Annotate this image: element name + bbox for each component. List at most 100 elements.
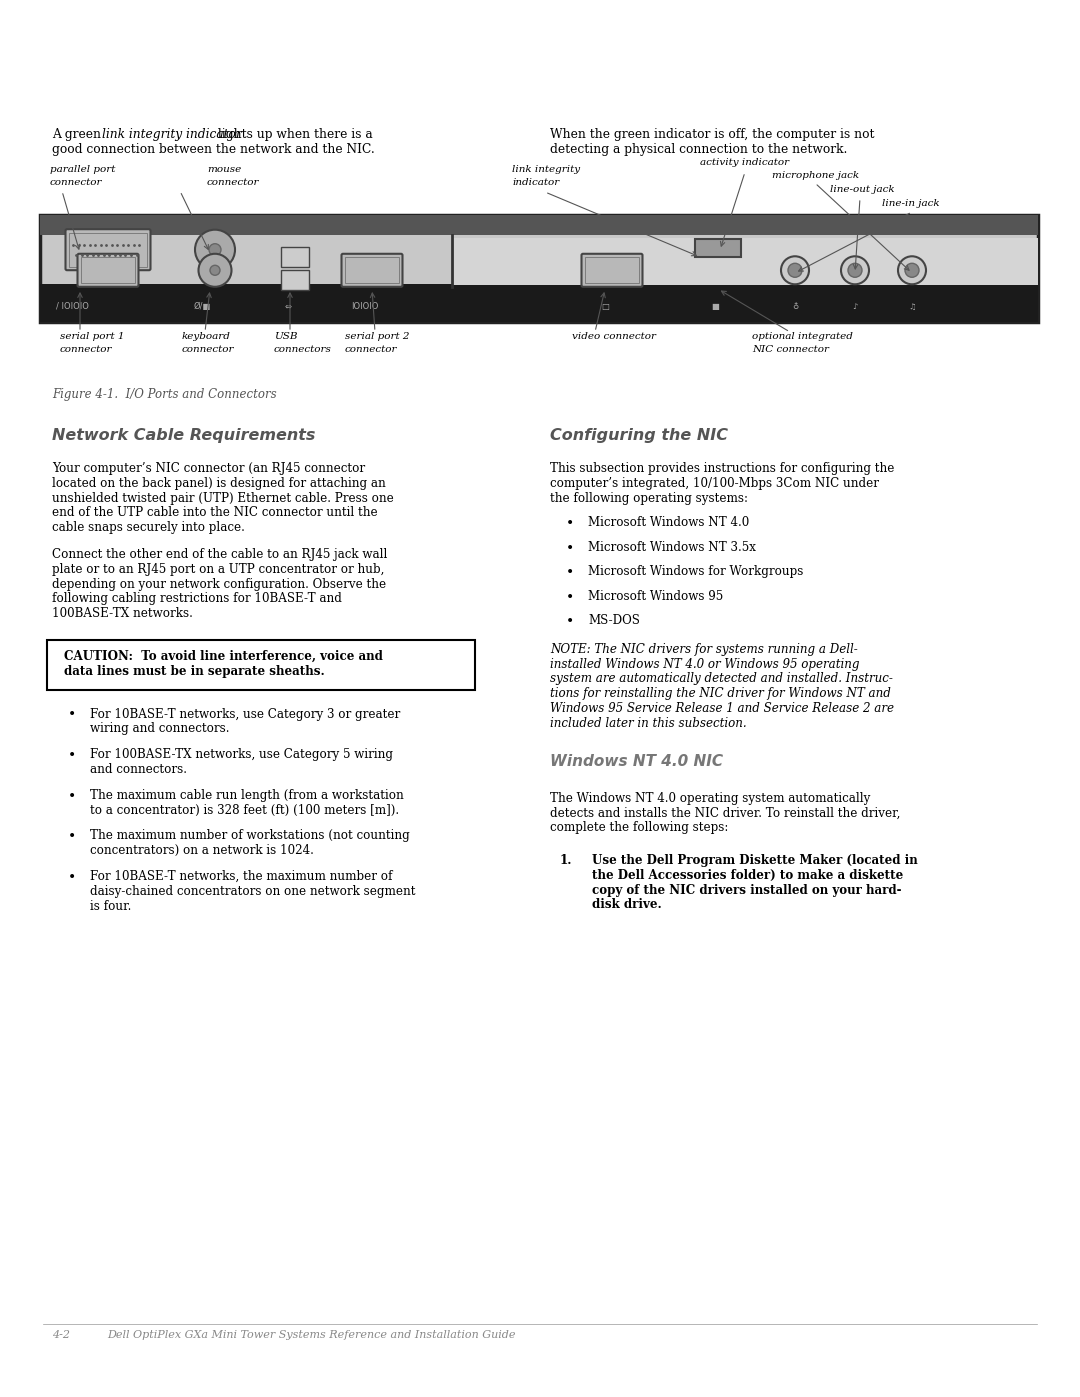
FancyBboxPatch shape <box>581 254 643 286</box>
FancyBboxPatch shape <box>78 254 138 286</box>
Text: Your computer’s NIC connector (an RJ45 connector: Your computer’s NIC connector (an RJ45 c… <box>52 462 365 475</box>
Text: video connector: video connector <box>572 332 656 341</box>
Text: microphone jack: microphone jack <box>772 170 859 180</box>
Text: the Dell Accessories folder) to make a diskette: the Dell Accessories folder) to make a d… <box>592 869 903 882</box>
Circle shape <box>781 256 809 284</box>
Text: connector: connector <box>60 345 112 353</box>
Text: Configuring the NIC: Configuring the NIC <box>550 427 728 443</box>
Text: Dell OptiPlex GXa Mini Tower Systems Reference and Installation Guide: Dell OptiPlex GXa Mini Tower Systems Ref… <box>107 1330 515 1340</box>
Text: NIC connector: NIC connector <box>752 345 829 353</box>
Text: serial port 1: serial port 1 <box>60 332 124 341</box>
Text: Figure 4-1.  I/O Ports and Connectors: Figure 4-1. I/O Ports and Connectors <box>52 388 276 401</box>
Text: •: • <box>566 591 575 605</box>
Text: NOTE: The NIC drivers for systems running a Dell-: NOTE: The NIC drivers for systems runnin… <box>550 643 858 657</box>
Text: •: • <box>566 615 575 629</box>
Text: □: □ <box>602 302 609 310</box>
Text: detecting a physical connection to the network.: detecting a physical connection to the n… <box>550 142 848 156</box>
Text: For 10BASE-T networks, the maximum number of: For 10BASE-T networks, the maximum numbe… <box>90 870 392 883</box>
FancyBboxPatch shape <box>341 254 403 286</box>
Text: good connection between the network and the NIC.: good connection between the network and … <box>52 142 375 156</box>
Text: ♫: ♫ <box>908 302 916 310</box>
Text: Ø/■: Ø/■ <box>193 302 211 310</box>
Text: located on the back panel) is designed for attaching an: located on the back panel) is designed f… <box>52 476 386 490</box>
FancyBboxPatch shape <box>69 233 147 267</box>
Text: USB: USB <box>274 332 297 341</box>
FancyBboxPatch shape <box>696 239 741 257</box>
Text: link integrity: link integrity <box>512 165 580 175</box>
Text: mouse: mouse <box>207 165 241 175</box>
Text: unshielded twisted pair (UTP) Ethernet cable. Press one: unshielded twisted pair (UTP) Ethernet c… <box>52 492 394 504</box>
Text: The maximum number of workstations (not counting: The maximum number of workstations (not … <box>90 830 409 842</box>
Text: Network Cable Requirements: Network Cable Requirements <box>52 427 315 443</box>
Text: •: • <box>566 542 575 556</box>
Text: •: • <box>68 870 77 884</box>
Text: Windows NT 4.0 NIC: Windows NT 4.0 NIC <box>550 754 724 768</box>
Text: computer’s integrated, 10/100-Mbps 3Com NIC under: computer’s integrated, 10/100-Mbps 3Com … <box>550 476 879 490</box>
Text: connector: connector <box>50 177 103 187</box>
Text: following cabling restrictions for 10BASE-T and: following cabling restrictions for 10BAS… <box>52 592 342 605</box>
Text: Microsoft Windows NT 4.0: Microsoft Windows NT 4.0 <box>588 517 750 529</box>
FancyBboxPatch shape <box>40 215 1038 235</box>
FancyBboxPatch shape <box>345 257 399 284</box>
Text: / IOIOIO: / IOIOIO <box>55 302 89 310</box>
Circle shape <box>195 229 235 270</box>
Text: system are automatically detected and installed. Instruc-: system are automatically detected and in… <box>550 672 893 686</box>
Circle shape <box>905 263 919 277</box>
Text: CAUTION:  To avoid line interference, voice and: CAUTION: To avoid line interference, voi… <box>64 650 383 664</box>
FancyBboxPatch shape <box>81 257 135 284</box>
Circle shape <box>897 256 926 284</box>
Text: the following operating systems:: the following operating systems: <box>550 492 748 504</box>
FancyBboxPatch shape <box>453 237 1038 285</box>
Text: optional integrated: optional integrated <box>752 332 853 341</box>
Text: included later in this subsection.: included later in this subsection. <box>550 717 746 729</box>
Circle shape <box>199 254 231 286</box>
FancyBboxPatch shape <box>40 215 1038 321</box>
Text: The maximum cable run length (from a workstation: The maximum cable run length (from a wor… <box>90 789 404 802</box>
FancyBboxPatch shape <box>40 284 1038 321</box>
Circle shape <box>841 256 869 284</box>
Text: concentrators) on a network is 1024.: concentrators) on a network is 1024. <box>90 844 314 858</box>
Circle shape <box>848 263 862 277</box>
Text: 4-2: 4-2 <box>52 1330 70 1340</box>
Text: For 100BASE-TX networks, use Category 5 wiring: For 100BASE-TX networks, use Category 5 … <box>90 749 393 761</box>
Text: tions for reinstalling the NIC driver for Windows NT and: tions for reinstalling the NIC driver fo… <box>550 687 891 700</box>
FancyBboxPatch shape <box>281 247 309 267</box>
Text: •: • <box>566 566 575 580</box>
Text: When the green indicator is off, the computer is not: When the green indicator is off, the com… <box>550 129 875 141</box>
Text: detects and installs the NIC driver. To reinstall the driver,: detects and installs the NIC driver. To … <box>550 806 901 820</box>
Text: cable snaps securely into place.: cable snaps securely into place. <box>52 521 245 534</box>
Text: and connectors.: and connectors. <box>90 763 187 775</box>
FancyBboxPatch shape <box>281 270 309 291</box>
Text: The Windows NT 4.0 operating system automatically: The Windows NT 4.0 operating system auto… <box>550 792 870 805</box>
Text: •: • <box>68 789 77 803</box>
Text: depending on your network configuration. Observe the: depending on your network configuration.… <box>52 577 387 591</box>
Text: Use the Dell Program Diskette Maker (located in: Use the Dell Program Diskette Maker (loc… <box>592 854 918 868</box>
Text: Windows 95 Service Release 1 and Service Release 2 are: Windows 95 Service Release 1 and Service… <box>550 703 894 715</box>
Text: Microsoft Windows 95: Microsoft Windows 95 <box>588 590 724 604</box>
Text: installed Windows NT 4.0 or Windows 95 operating: installed Windows NT 4.0 or Windows 95 o… <box>550 658 860 671</box>
Text: IOIOIO: IOIOIO <box>351 302 379 310</box>
Text: data lines must be in separate sheaths.: data lines must be in separate sheaths. <box>64 665 325 678</box>
Text: MS-DOS: MS-DOS <box>588 615 639 627</box>
Text: Connect the other end of the cable to an RJ45 jack wall: Connect the other end of the cable to an… <box>52 548 388 562</box>
Circle shape <box>210 243 221 256</box>
Text: serial port 2: serial port 2 <box>345 332 409 341</box>
Text: •: • <box>68 830 77 844</box>
Text: This subsection provides instructions for configuring the: This subsection provides instructions fo… <box>550 462 894 475</box>
Text: disk drive.: disk drive. <box>592 898 662 911</box>
FancyBboxPatch shape <box>48 640 475 690</box>
Text: ⇔: ⇔ <box>284 302 292 310</box>
Text: Microsoft Windows for Workgroups: Microsoft Windows for Workgroups <box>588 566 804 578</box>
Text: end of the UTP cable into the NIC connector until the: end of the UTP cable into the NIC connec… <box>52 506 378 520</box>
Text: wiring and connectors.: wiring and connectors. <box>90 722 229 735</box>
Text: ♁: ♁ <box>792 302 798 310</box>
Text: link integrity indicator: link integrity indicator <box>102 129 241 141</box>
Text: to a concentrator) is 328 feet (ft) (100 meters [m]).: to a concentrator) is 328 feet (ft) (100… <box>90 803 400 817</box>
Text: connectors: connectors <box>274 345 332 353</box>
Circle shape <box>788 263 802 277</box>
Text: 100BASE-TX networks.: 100BASE-TX networks. <box>52 608 193 620</box>
Text: ■: ■ <box>711 302 719 310</box>
Text: ♪: ♪ <box>852 302 858 310</box>
Text: Microsoft Windows NT 3.5x: Microsoft Windows NT 3.5x <box>588 541 756 553</box>
Text: copy of the NIC drivers installed on your hard-: copy of the NIC drivers installed on you… <box>592 884 902 897</box>
